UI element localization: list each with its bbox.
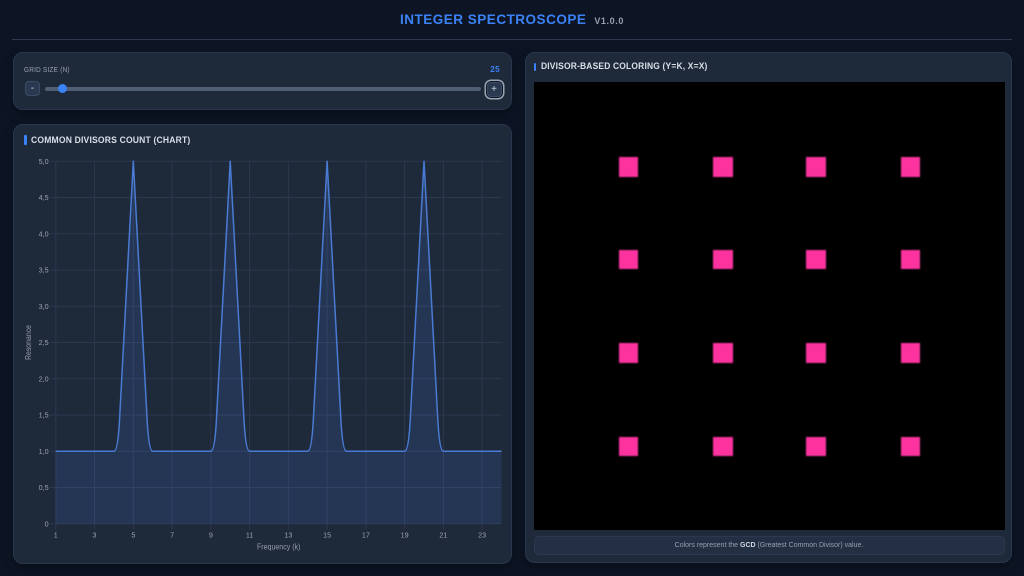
svg-text:9: 9 (209, 530, 213, 539)
svg-text:3,0: 3,0 (39, 302, 49, 311)
svg-text:2,5: 2,5 (39, 338, 49, 347)
svg-text:23: 23 (478, 530, 486, 539)
svg-text:5: 5 (131, 530, 135, 539)
svg-text:Frequency (k): Frequency (k) (257, 542, 301, 551)
svg-text:Resonance: Resonance (24, 325, 33, 360)
svg-text:2,0: 2,0 (39, 374, 49, 383)
svg-text:3,5: 3,5 (39, 266, 49, 275)
svg-text:11: 11 (246, 530, 253, 539)
svg-text:15: 15 (323, 530, 331, 539)
svg-text:4,5: 4,5 (39, 193, 49, 202)
svg-text:1,5: 1,5 (39, 411, 49, 420)
svg-text:5,0: 5,0 (39, 157, 49, 166)
svg-text:1,0: 1,0 (39, 447, 49, 456)
svg-text:3: 3 (93, 530, 97, 539)
svg-text:13: 13 (284, 530, 292, 539)
svg-text:7: 7 (170, 530, 174, 539)
svg-text:0: 0 (45, 519, 49, 528)
svg-text:21: 21 (439, 530, 447, 539)
svg-text:19: 19 (401, 530, 409, 539)
svg-text:17: 17 (362, 530, 370, 539)
svg-text:4,0: 4,0 (39, 229, 49, 238)
svg-text:0,5: 0,5 (39, 483, 49, 492)
svg-text:1: 1 (54, 530, 58, 539)
